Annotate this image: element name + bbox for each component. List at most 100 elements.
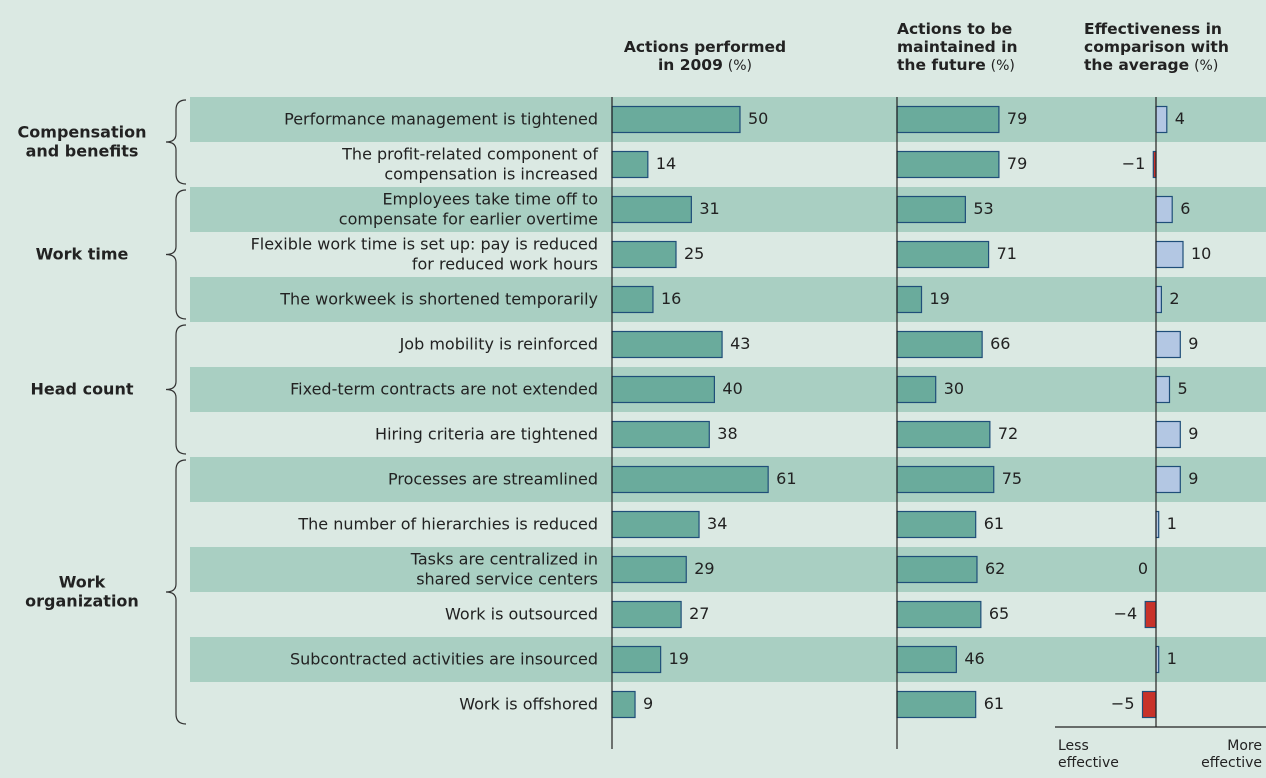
row-label: Tasks are centralized in shared service c… bbox=[410, 549, 598, 588]
bar bbox=[611, 420, 710, 449]
value-label: 50 bbox=[748, 109, 768, 128]
value-label: 2 bbox=[1169, 289, 1179, 308]
bar bbox=[896, 645, 957, 674]
bar bbox=[1155, 375, 1171, 404]
bar bbox=[611, 105, 741, 134]
row-label: Flexible work time is set up: pay is red… bbox=[251, 234, 598, 273]
bar bbox=[896, 555, 978, 584]
value-label: 25 bbox=[684, 244, 704, 263]
value-label: 19 bbox=[669, 649, 689, 668]
group-bracket bbox=[165, 324, 187, 455]
value-label: 75 bbox=[1002, 469, 1022, 488]
row-label: Performance management is tightened bbox=[284, 109, 598, 128]
bar bbox=[896, 420, 991, 449]
value-label: −1 bbox=[1122, 154, 1146, 173]
row-label: Work is outsourced bbox=[445, 604, 598, 623]
bar bbox=[1155, 285, 1163, 314]
row-label: Subcontracted activities are insourced bbox=[290, 649, 598, 668]
row-label: Job mobility is reinforced bbox=[399, 334, 598, 353]
panel-header: Actions to be maintained in the future (… bbox=[897, 20, 1018, 75]
value-label: 61 bbox=[776, 469, 796, 488]
group-label: Work organization bbox=[25, 572, 139, 610]
bar bbox=[896, 465, 995, 494]
panel-unit: (%) bbox=[1194, 58, 1219, 74]
value-label: 29 bbox=[694, 559, 714, 578]
value-label: 9 bbox=[643, 694, 653, 713]
group-label: Head count bbox=[31, 379, 134, 398]
value-label: 66 bbox=[990, 334, 1010, 353]
bar bbox=[1155, 105, 1168, 134]
bar bbox=[611, 285, 654, 314]
bar bbox=[896, 600, 982, 629]
bar bbox=[611, 150, 649, 179]
value-label: 79 bbox=[1007, 154, 1027, 173]
axis-label-left: Less effective bbox=[1058, 738, 1119, 771]
row-label: The profit-related component of compensat… bbox=[341, 144, 598, 183]
row-label: Employees take time off to compensate for… bbox=[339, 189, 598, 228]
group-label: Work time bbox=[36, 244, 129, 263]
value-label: 10 bbox=[1191, 244, 1211, 263]
value-label: 4 bbox=[1175, 109, 1185, 128]
value-label: 40 bbox=[722, 379, 742, 398]
bar bbox=[611, 240, 677, 269]
value-label: 31 bbox=[699, 199, 719, 218]
bar bbox=[611, 555, 687, 584]
group-bracket bbox=[165, 189, 187, 320]
bar bbox=[1155, 240, 1184, 269]
bar bbox=[611, 330, 723, 359]
bar bbox=[896, 330, 983, 359]
group-label: Compensation and benefits bbox=[18, 122, 147, 160]
bar bbox=[611, 645, 662, 674]
value-label: 61 bbox=[984, 514, 1004, 533]
bar bbox=[611, 465, 769, 494]
value-label: 9 bbox=[1188, 469, 1198, 488]
value-label: 79 bbox=[1007, 109, 1027, 128]
panel-title: Actions to be maintained in the future bbox=[897, 20, 1018, 74]
bar bbox=[611, 690, 636, 719]
value-label: 14 bbox=[656, 154, 676, 173]
bar bbox=[1155, 330, 1181, 359]
value-label: 53 bbox=[973, 199, 993, 218]
bar bbox=[1155, 465, 1181, 494]
value-label: 62 bbox=[985, 559, 1005, 578]
axis-label-right: More effective bbox=[1201, 738, 1262, 771]
panel-header: Effectiveness in comparison with the ave… bbox=[1084, 20, 1229, 75]
value-label: 5 bbox=[1178, 379, 1188, 398]
bar bbox=[896, 690, 977, 719]
bar bbox=[611, 195, 692, 224]
row-band bbox=[190, 187, 1266, 232]
bar bbox=[896, 150, 1000, 179]
bar bbox=[1155, 195, 1173, 224]
bar bbox=[896, 510, 977, 539]
row-band bbox=[190, 637, 1266, 682]
value-label: 9 bbox=[1188, 424, 1198, 443]
row-label: Hiring criteria are tightened bbox=[375, 424, 598, 443]
value-label: 34 bbox=[707, 514, 727, 533]
panel-title: Actions performed in 2009 bbox=[623, 38, 787, 74]
panel-title: Effectiveness in comparison with the ave… bbox=[1084, 20, 1229, 74]
value-label: 19 bbox=[930, 289, 950, 308]
value-label: 6 bbox=[1180, 199, 1190, 218]
bar bbox=[896, 195, 966, 224]
value-label: −5 bbox=[1111, 694, 1135, 713]
value-label: 65 bbox=[989, 604, 1009, 623]
bar bbox=[611, 600, 682, 629]
value-label: 43 bbox=[730, 334, 750, 353]
value-label: 46 bbox=[964, 649, 984, 668]
value-label: 16 bbox=[661, 289, 681, 308]
row-band bbox=[190, 547, 1266, 592]
value-label: 38 bbox=[717, 424, 737, 443]
bar bbox=[896, 105, 1000, 134]
panel-unit: (%) bbox=[990, 58, 1015, 74]
value-label: 27 bbox=[689, 604, 709, 623]
row-label: Processes are streamlined bbox=[388, 469, 598, 488]
panel-unit: (%) bbox=[727, 58, 753, 74]
value-label: 1 bbox=[1167, 649, 1177, 668]
bar bbox=[1155, 420, 1181, 449]
value-label: 72 bbox=[998, 424, 1018, 443]
value-label: 1 bbox=[1167, 514, 1177, 533]
bar bbox=[611, 510, 700, 539]
bar bbox=[896, 375, 937, 404]
